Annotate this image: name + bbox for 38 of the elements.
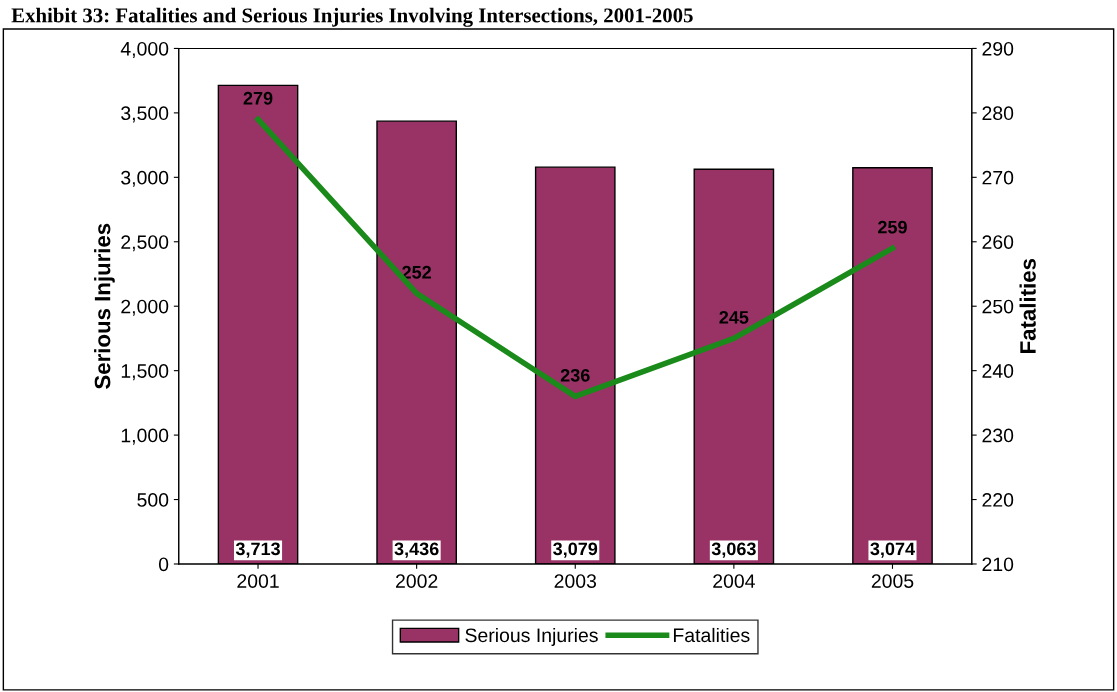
y2-tick-label: 280 [982, 106, 1014, 121]
y2-tick-label: 240 [982, 364, 1014, 378]
y2-axis-title: Fatalities [1019, 258, 1036, 353]
y2-tick-label: 270 [982, 170, 1014, 185]
data-label: 3,436 [394, 542, 439, 558]
y-tick-label: 2,500 [121, 235, 169, 252]
x-tick-label: 2004 [713, 574, 755, 588]
y2-tick-label: 220 [982, 493, 1014, 507]
y-tick-label: 3,500 [121, 106, 169, 123]
legend-label: Serious Injuries [465, 627, 598, 646]
y-tick-label: 3,000 [121, 170, 169, 187]
y2-tick-label: 250 [982, 299, 1014, 314]
y-tick-label: 1,000 [121, 428, 169, 445]
x-tick-label: 2005 [871, 574, 914, 588]
y-tick-label: 0 [158, 557, 169, 572]
x-tick-label: 2001 [237, 574, 279, 588]
y-tick-label: 2,000 [121, 299, 169, 316]
y2-tick-label: 210 [982, 557, 1014, 572]
data-label: 245 [719, 310, 749, 324]
y-axis-title: Serious Injuries [94, 223, 115, 389]
y-tick-label: 4,000 [120, 41, 169, 58]
y2-tick-label: 230 [982, 428, 1014, 443]
y2-tick-label: 290 [982, 41, 1014, 56]
data-label: 279 [243, 91, 273, 105]
data-label: 3,063 [711, 542, 756, 558]
data-label: 3,079 [553, 542, 598, 558]
legend-label: Fatalities [673, 627, 750, 643]
y-tick-label: 500 [137, 493, 169, 507]
y-tick-label: 1,500 [121, 364, 169, 381]
x-tick-label: 2002 [395, 574, 438, 588]
data-label: 259 [878, 220, 907, 234]
data-label: 3,713 [235, 542, 280, 558]
data-label: 3,074 [870, 542, 915, 558]
y2-tick-label: 260 [982, 235, 1014, 249]
data-label: 236 [560, 368, 590, 382]
chart-title: Exhibit 33: Fatalities and Serious Injuries Involving Intersections, 2001-2005 [11, 7, 693, 27]
data-label: 252 [402, 265, 431, 279]
x-tick-label: 2003 [554, 574, 597, 588]
